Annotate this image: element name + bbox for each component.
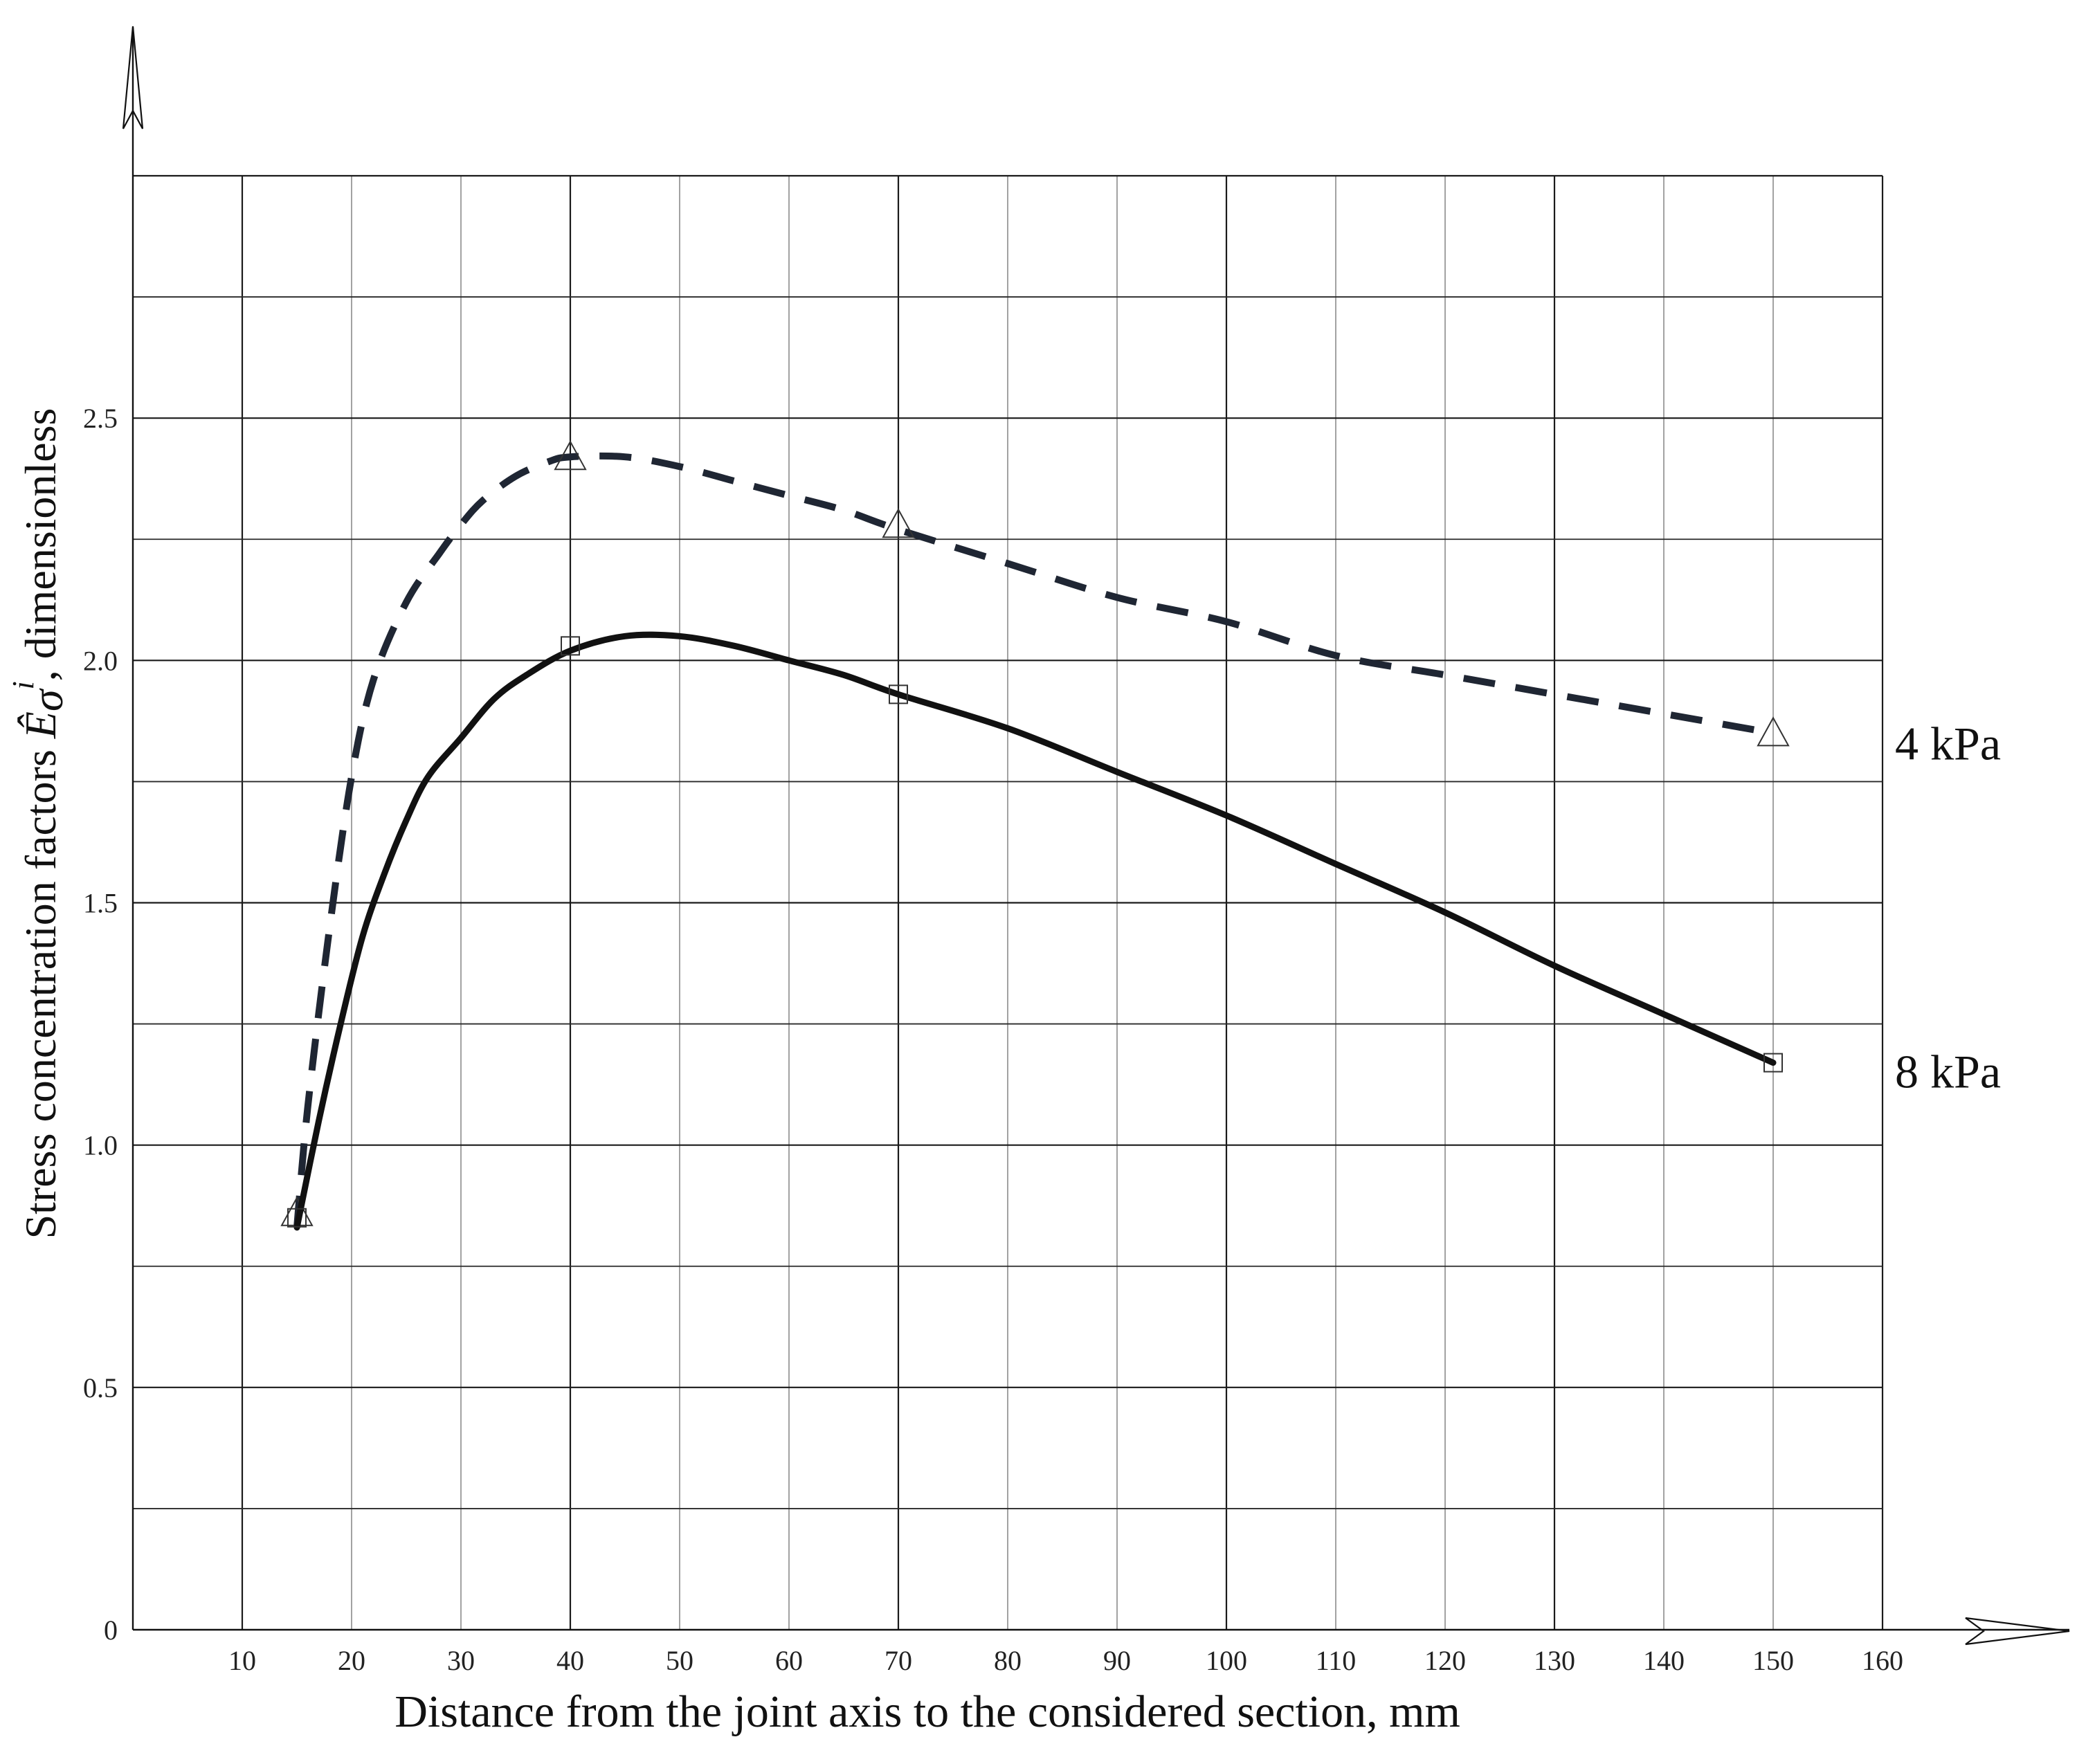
x-tick-label: 30	[447, 1645, 475, 1676]
y-tick-label: 0.5	[83, 1372, 118, 1403]
axes	[122, 26, 2070, 1646]
y-axis-arrow-icon	[122, 26, 144, 129]
x-tick-label: 130	[1534, 1645, 1575, 1676]
x-tick-label: 70	[885, 1645, 912, 1676]
square-marker	[287, 1208, 307, 1228]
x-axis-title: Distance from the joint axis to the cons…	[394, 1686, 1460, 1737]
x-tick-label: 60	[775, 1645, 803, 1676]
square-marker	[889, 684, 908, 704]
y-tick-label: 2.5	[83, 403, 118, 434]
axis-labels: 4 kPa 8 kPa Distance from the joint axis t…	[6, 408, 2001, 1737]
x-tick-label: 120	[1424, 1645, 1466, 1676]
x-axis-arrow-icon	[1965, 1617, 2070, 1646]
x-tick-label: 150	[1752, 1645, 1794, 1676]
x-tick-label: 100	[1206, 1645, 1247, 1676]
x-tick-label: 90	[1103, 1645, 1131, 1676]
series-line-8kpa	[293, 631, 1777, 1231]
x-tick-label: 10	[228, 1645, 256, 1676]
y-axis-title: Stress concentration factors Êσi, dimens…	[6, 408, 72, 1239]
x-tick-label: 40	[556, 1645, 584, 1676]
x-tick-label: 160	[1862, 1645, 1903, 1676]
x-tick-label: 110	[1316, 1645, 1357, 1676]
series-label: 4 kPa	[1895, 717, 2001, 770]
grid	[133, 174, 1884, 1630]
x-tick-label: 80	[994, 1645, 1022, 1676]
triangle-marker	[1757, 716, 1790, 747]
y-tick-label: 0	[104, 1615, 118, 1646]
tick-labels: 10 20 30 40 50 60 70 80 90 100 110 120 130 140 150 160 0…	[83, 403, 1903, 1676]
x-tick-label: 50	[666, 1645, 693, 1676]
y-tick-label: 1.5	[83, 888, 118, 919]
square-marker	[561, 636, 580, 656]
square-marker	[1763, 1053, 1783, 1073]
x-tick-label: 20	[338, 1645, 365, 1676]
y-tick-label: 1.0	[83, 1130, 118, 1161]
series-line-4kpa	[293, 452, 1774, 1228]
series-label: 8 kPa	[1895, 1046, 2001, 1098]
triangle-marker	[554, 440, 587, 471]
triangle-marker	[882, 508, 915, 538]
series-group	[280, 440, 1790, 1231]
x-tick-label: 140	[1643, 1645, 1685, 1676]
y-tick-label: 2.0	[83, 645, 118, 676]
